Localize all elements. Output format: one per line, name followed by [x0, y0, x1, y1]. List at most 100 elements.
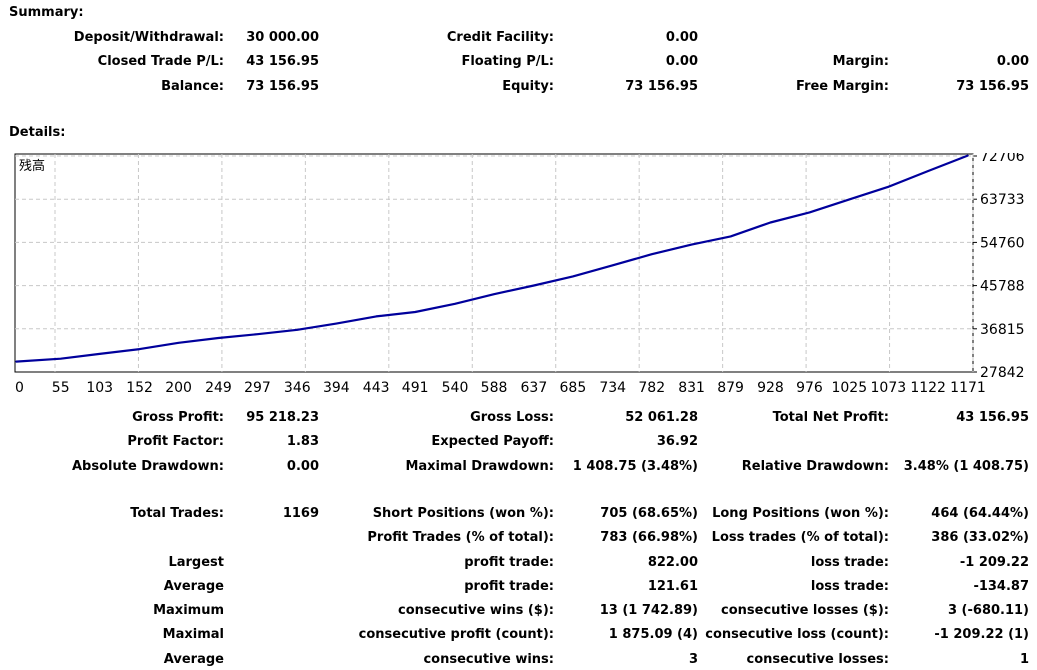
max-consecutive-wins-value: 13 (1 742.89) [599, 603, 698, 618]
balance-chart: 72706 63733 54760 45788 36815 27842 0 55 103 152 2… [14, 149, 1037, 403]
balance-data-point [690, 243, 693, 246]
x-tick-label: 443 [363, 380, 390, 396]
x-tick-label: 928 [757, 380, 784, 396]
average-profit-value: 121.61 [647, 579, 698, 594]
largest-loss-label: loss trade: [810, 555, 889, 570]
total-trades-value: 1169 [282, 506, 319, 521]
profit-factor-label: Profit Factor: [127, 434, 224, 449]
x-tick-label: 588 [481, 380, 508, 396]
floating-label: Floating P/L: [461, 54, 554, 69]
x-tick-label: 782 [638, 380, 665, 396]
margin-value: 0.00 [996, 54, 1029, 69]
balance-data-point [533, 284, 535, 287]
balance-data-point [967, 154, 969, 157]
largest-label: Largest [168, 555, 224, 570]
closed-label: Closed Trade P/L: [97, 54, 224, 69]
maximal-drawdown-label: Maximal Drawdown: [405, 459, 554, 474]
max-consecutive-losses-value: 3 (-680.11) [947, 603, 1029, 618]
gross-loss-label: Gross Loss: [470, 410, 554, 425]
chart-plot-frame [14, 153, 974, 373]
long-positions-label: Long Positions (won %): [712, 506, 889, 521]
short-positions-value: 705 (68.65%) [600, 506, 698, 521]
y-tick-label: 72706 [980, 153, 1025, 165]
gross-loss-value: 52 061.28 [625, 410, 698, 425]
expected-payoff-value: 36.92 [656, 434, 698, 449]
total-trades-label: Total Trades: [130, 506, 224, 521]
x-tick-label: 491 [402, 380, 429, 396]
gross-profit-label: Gross Profit: [132, 410, 224, 425]
balance-data-point [848, 198, 851, 201]
free-margin-label: Free Margin: [796, 79, 889, 94]
avg-consecutive-wins-value: 3 [688, 652, 698, 667]
maximal-consecutive-loss-value: -1 209.22 (1) [934, 627, 1029, 642]
relative-drawdown-value: 3.48% (1 408.75) [903, 459, 1029, 474]
x-tick-label: 540 [442, 380, 469, 396]
x-tick-label: 394 [323, 380, 350, 396]
free-margin-value: 73 156.95 [956, 79, 1029, 94]
x-tick-label: 831 [678, 380, 705, 396]
deposit-label: Deposit/Withdrawal: [73, 30, 224, 45]
x-tick-label: 879 [717, 380, 744, 396]
average-consecutive-label: Average [163, 652, 224, 667]
x-tick-label: 1073 [871, 380, 907, 396]
x-tick-label: 976 [796, 380, 823, 396]
x-tick-label: 734 [599, 380, 626, 396]
x-tick-label: 0 [15, 380, 24, 396]
balance-label: Balance: [161, 79, 224, 94]
profit-factor-value: 1.83 [286, 434, 319, 449]
y-tick-label: 63733 [980, 192, 1025, 208]
relative-drawdown-label: Relative Drawdown: [741, 459, 889, 474]
details-title: Details: [9, 125, 66, 140]
largest-profit-label: profit trade: [464, 555, 554, 570]
balance-data-point [217, 337, 220, 339]
y-tick-label: 27842 [980, 365, 1025, 381]
x-tick-label: 103 [86, 380, 113, 396]
credit-label: Credit Facility: [446, 30, 554, 45]
y-tick-label: 45788 [980, 279, 1025, 295]
maximal-consecutive-loss-label: consecutive loss (count): [705, 627, 889, 642]
maximal-drawdown-value: 1 408.75 (3.48%) [572, 459, 698, 474]
balance-data-point [808, 211, 811, 214]
largest-profit-value: 822.00 [647, 555, 698, 570]
absolute-drawdown-value: 0.00 [286, 459, 319, 474]
balance-chart-svg: 72706 63733 54760 45788 36815 27842 0 55 103 152 2… [14, 149, 1025, 396]
x-tick-label: 1025 [831, 380, 867, 396]
x-tick-label: 1122 [910, 380, 946, 396]
balance-data-point [177, 342, 180, 344]
total-net-value: 43 156.95 [956, 410, 1029, 425]
credit-value: 0.00 [665, 30, 698, 45]
max-consecutive-wins-label: consecutive wins ($): [397, 603, 554, 618]
long-positions-value: 464 (64.44%) [931, 506, 1029, 521]
y-tick-label: 36815 [980, 322, 1025, 338]
avg-consecutive-losses-value: 1 [1019, 652, 1029, 667]
summary-title: Summary: [9, 5, 84, 20]
x-tick-label: 346 [284, 380, 311, 396]
x-tick-label: 152 [126, 380, 153, 396]
deposit-value: 30 000.00 [246, 30, 319, 45]
x-tick-label: 637 [521, 380, 548, 396]
closed-value: 43 156.95 [246, 54, 319, 69]
balance-data-point [927, 170, 929, 172]
average-profit-label: profit trade: [464, 579, 554, 594]
chart-legend-label: 残高 [19, 158, 45, 174]
balance-data-point [454, 303, 456, 305]
balance-data-point [493, 293, 495, 296]
balance-data-point [98, 353, 101, 355]
balance-data-point [335, 322, 338, 325]
absolute-drawdown-label: Absolute Drawdown: [72, 459, 224, 474]
balance-data-point [15, 360, 17, 363]
maximum-label: Maximum [153, 603, 224, 618]
profit-trades-label: Profit Trades (% of total): [367, 530, 554, 545]
x-tick-label: 200 [165, 380, 192, 396]
max-consecutive-losses-label: consecutive losses ($): [721, 603, 889, 618]
average-loss-value: -134.87 [973, 579, 1029, 594]
balance-data-point [650, 253, 653, 256]
total-net-label: Total Net Profit: [772, 410, 889, 425]
largest-loss-value: -1 209.22 [959, 555, 1029, 570]
balance-data-point [256, 333, 259, 335]
average-loss-label: loss trade: [810, 579, 889, 594]
maximal-consecutive-profit-label: consecutive profit (count): [358, 627, 554, 642]
floating-value: 0.00 [665, 54, 698, 69]
y-tick-label: 54760 [980, 235, 1025, 251]
loss-trades-label: Loss trades (% of total): [711, 530, 889, 545]
